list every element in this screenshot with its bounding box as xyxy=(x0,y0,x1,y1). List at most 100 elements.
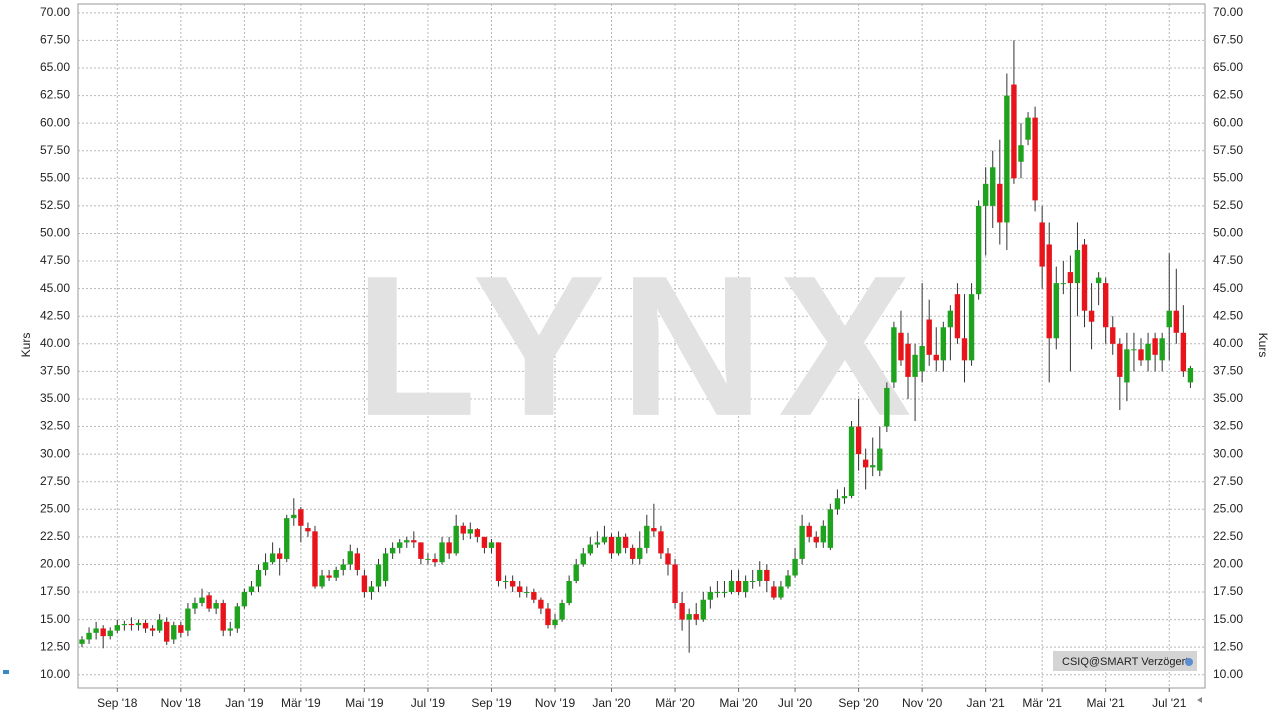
y2-tick-label: 10.00 xyxy=(1213,667,1243,681)
candle-body xyxy=(601,536,608,543)
candle-body xyxy=(1103,283,1109,328)
candle-body xyxy=(1032,117,1038,201)
y2-tick-label: 52.50 xyxy=(1213,198,1243,212)
candle-body xyxy=(841,496,848,499)
candle-body xyxy=(651,528,657,532)
candle-body xyxy=(1088,310,1095,322)
y-tick-label: 70.00 xyxy=(40,5,70,19)
y2-tick-label: 20.00 xyxy=(1213,557,1243,571)
candle-body xyxy=(241,592,248,607)
candle-body xyxy=(940,327,947,361)
candle-body xyxy=(319,575,325,587)
candle-body xyxy=(446,542,452,554)
candle-body xyxy=(1067,272,1074,284)
candle-body xyxy=(622,536,629,548)
candle-body xyxy=(234,606,241,629)
candle-body xyxy=(178,625,184,633)
candle-body xyxy=(1145,343,1151,361)
candle-body xyxy=(714,592,721,594)
candle-body xyxy=(608,536,615,554)
candle-body xyxy=(778,586,784,598)
candle-body xyxy=(559,603,565,620)
candle-body xyxy=(686,614,692,620)
candle-body xyxy=(375,564,382,587)
x-tick-label: Mär '19 xyxy=(281,696,321,710)
x-tick-label: Sep '18 xyxy=(97,696,138,710)
candle-body xyxy=(439,542,445,563)
candle-body xyxy=(693,614,699,620)
candle-body xyxy=(269,553,276,563)
candle-body xyxy=(1124,349,1130,383)
y2-tick-label: 57.50 xyxy=(1213,143,1243,157)
y2-tick-label: 25.00 xyxy=(1213,501,1243,515)
candle-body xyxy=(806,525,812,537)
y2-tick-label: 15.00 xyxy=(1213,612,1243,626)
candle-body xyxy=(460,525,466,534)
x-tick-label: Nov '20 xyxy=(902,696,943,710)
candle-body xyxy=(665,553,671,565)
candle-body xyxy=(566,580,572,604)
candle-body xyxy=(933,354,939,361)
candle-body xyxy=(291,514,297,519)
candle-body xyxy=(1187,368,1194,383)
candle-body xyxy=(86,632,92,640)
candle-body xyxy=(340,564,346,570)
candle-body xyxy=(298,509,304,526)
candle-body xyxy=(1074,250,1081,284)
candle-body xyxy=(728,580,735,593)
y-tick-label: 42.50 xyxy=(40,308,70,322)
candle-body xyxy=(114,625,120,631)
candle-body xyxy=(1053,283,1059,339)
candle-body xyxy=(347,551,353,565)
y-tick-label: 40.00 xyxy=(40,336,70,350)
candle-body xyxy=(1117,343,1123,377)
y2-tick-label: 67.50 xyxy=(1213,33,1243,47)
candle-body xyxy=(149,628,156,631)
candle-body xyxy=(947,310,954,328)
candle-body xyxy=(834,498,841,510)
x-tick-label: Mai '21 xyxy=(1087,696,1126,710)
candle-body xyxy=(848,426,855,497)
candle-body xyxy=(199,597,205,604)
candle-body xyxy=(919,346,925,372)
candle-body xyxy=(368,586,375,593)
candle-body xyxy=(185,608,191,631)
candle-body xyxy=(1159,338,1165,361)
candle-body xyxy=(276,553,283,559)
candle-body xyxy=(326,575,332,578)
candle-body xyxy=(389,547,396,554)
candle-body xyxy=(1138,349,1144,361)
x-tick-label: Jan '21 xyxy=(967,696,1006,710)
candles xyxy=(79,40,1194,653)
candle-body xyxy=(757,569,763,581)
candle-body xyxy=(382,553,389,581)
y2-tick-label: 60.00 xyxy=(1213,115,1243,129)
candle-body xyxy=(764,569,770,581)
candle-body xyxy=(121,624,128,626)
x-tick-label: Jul '21 xyxy=(1152,696,1187,710)
candle-body xyxy=(735,580,742,593)
candle-body xyxy=(354,553,361,570)
badge: CSIQ@SMART Verzögert xyxy=(1062,656,1188,668)
candle-body xyxy=(220,603,226,631)
candle-body xyxy=(1025,117,1031,140)
candle-body xyxy=(213,603,219,609)
candle-body xyxy=(1173,310,1179,333)
candle-body xyxy=(488,542,495,548)
candle-body xyxy=(637,547,643,559)
y-tick-label: 65.00 xyxy=(40,60,70,74)
candle-body xyxy=(128,624,135,626)
y-tick-label: 45.00 xyxy=(40,281,70,295)
candle-body xyxy=(644,525,650,548)
candle-body xyxy=(926,319,932,355)
y-tick-label: 20.00 xyxy=(40,557,70,571)
candle-body xyxy=(1018,145,1024,162)
candle-body xyxy=(1166,310,1172,328)
candle-body xyxy=(905,343,911,377)
candle-body xyxy=(1039,222,1045,267)
candle-body xyxy=(820,525,826,543)
candle-body xyxy=(587,544,594,554)
y-tick-label: 35.00 xyxy=(40,391,70,405)
y-tick-label: 12.50 xyxy=(40,639,70,653)
scroll-arrow xyxy=(1197,697,1202,703)
